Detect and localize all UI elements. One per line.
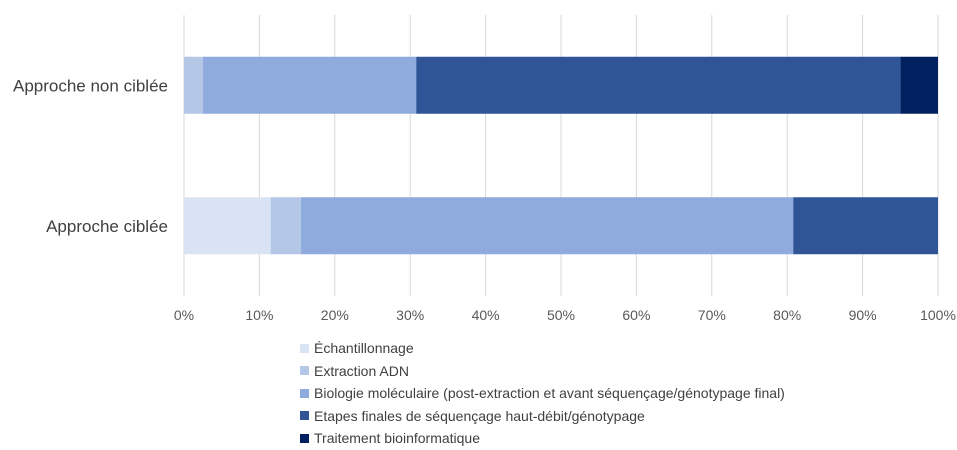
category-label: Approche ciblée [46,217,168,236]
x-tick-label: 20% [321,307,349,323]
x-tick-label: 0% [174,307,194,323]
bar-segment [202,56,417,114]
legend-swatch [300,366,309,376]
legend-label: Extraction ADN [314,362,409,379]
x-tick-label: 70% [698,307,726,323]
legend-item: Traitement bioinformatique [300,427,785,450]
x-tick-label: 40% [472,307,500,323]
legend-label: Etapes finales de séquençage haut-débit/… [314,407,645,424]
x-tick-label: 50% [547,307,575,323]
legend-item: Extraction ADN [300,360,785,383]
legend-label: Traitement bioinformatique [314,430,481,447]
legend-label: Échantillonnage [314,340,414,357]
category-labels: Approche non ciblée Approche ciblée [13,76,168,236]
legend-swatch [300,343,309,353]
stacked-bar-chart: Approche non ciblée Approche ciblée 0% 10%… [13,15,956,323]
x-tick-label: 10% [245,307,273,323]
legend-swatch [300,433,309,443]
bar-segment [184,56,203,114]
legend-item: Biologie moléculaire (post-extraction et… [300,382,785,405]
legend-label: Biologie moléculaire (post-extraction et… [314,385,785,402]
bars [184,56,938,255]
category-label: Approche non ciblée [13,76,168,95]
x-tick-label: 30% [396,307,424,323]
bar-segment [416,56,901,114]
legend-item: Échantillonnage [300,337,785,360]
x-tick-label: 100% [920,307,956,323]
x-tick-label: 60% [622,307,650,323]
legend-swatch [300,388,309,398]
bar-segment [184,197,271,255]
legend: Échantillonnage Extraction ADN Biologie mo… [300,337,785,450]
bar-segment [270,197,301,255]
legend-swatch [300,411,309,421]
bar-segment [900,56,938,114]
x-tick-label: 90% [849,307,877,323]
legend-item: Etapes finales de séquençage haut-débit/… [300,405,785,428]
x-tick-labels: 0% 10% 20% 30% 40% 50% 60% 70% 80% 90% 100% [174,307,956,323]
bar-segment [300,197,794,255]
bar-segment [793,197,938,255]
x-tick-label: 80% [773,307,801,323]
